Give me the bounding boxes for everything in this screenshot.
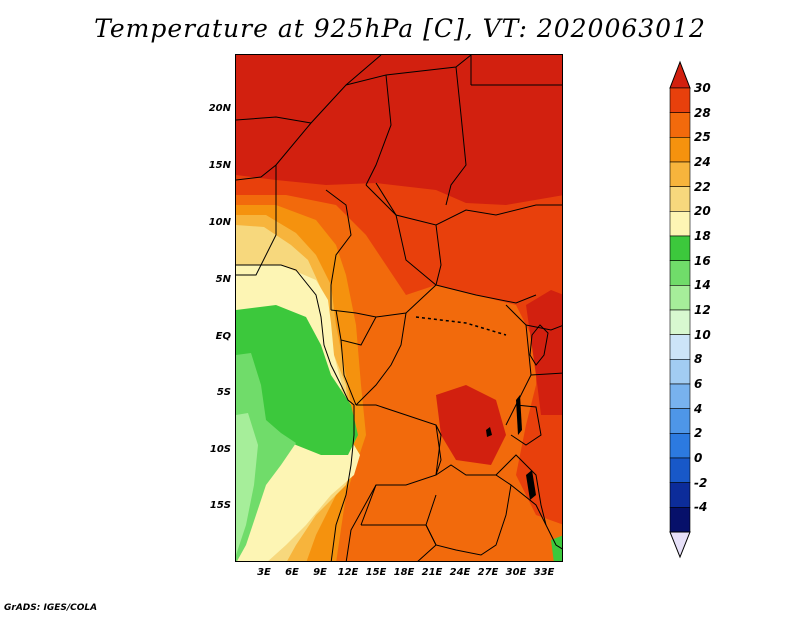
colorbar-segment [669, 137, 691, 163]
field-16-east [551, 535, 562, 561]
lat-label-10n: 10N [208, 217, 231, 228]
lon-label-18e: 18E [393, 567, 415, 578]
field-16 [236, 305, 358, 455]
credit-text: GrADS: IGES/COLA [4, 603, 98, 613]
lat-label-eq: EQ [215, 331, 231, 342]
colorbar-segment [669, 383, 691, 409]
coastline [236, 264, 355, 561]
lon-label-24e: 24E [449, 567, 471, 578]
lon-label-27e: 27E [477, 567, 499, 578]
colorbar-segment [669, 334, 691, 360]
lat-label-5n: 5N [215, 274, 231, 285]
colorbar-label: 12 [694, 303, 711, 317]
lon-label-21e: 21E [421, 567, 443, 578]
colorbar-segment [669, 408, 691, 434]
colorbar-segment [669, 112, 691, 138]
colorbar-label: 16 [694, 253, 711, 268]
colorbar-label: 20 [694, 204, 711, 219]
colorbar-segment [669, 309, 691, 335]
colorbar-label: -4 [694, 500, 708, 515]
lat-label-5s: 5S [216, 387, 231, 398]
colorbar-label: -2 [694, 475, 708, 490]
chart-title: Temperature at 925hPa [C], VT: 202006301… [94, 14, 706, 43]
colorbar-segment [669, 482, 691, 508]
colorbar-label: 18 [694, 229, 711, 243]
colorbar-segment [669, 433, 691, 459]
colorbar-segment [669, 235, 691, 261]
colorbar-top-triangle [669, 60, 691, 89]
colorbar-segment [669, 87, 691, 113]
colorbar-label: 14 [694, 278, 711, 293]
colorbar-bottom-triangle [669, 531, 691, 559]
lon-label-9e: 9E [313, 567, 327, 578]
colorbar [669, 60, 691, 559]
lat-label-15n: 15N [208, 160, 231, 171]
colorbar-label: 0 [694, 451, 703, 465]
colorbar-segment [669, 359, 691, 385]
colorbar-label: 25 [694, 130, 711, 145]
colorbar-segment [669, 285, 691, 311]
colorbar-segment [669, 457, 691, 483]
colorbar-segment [669, 507, 691, 533]
lon-label-33e: 33E [533, 567, 555, 578]
lakes [486, 324, 549, 500]
lon-label-12e: 12E [337, 567, 359, 578]
lon-label-15e: 15E [365, 567, 387, 578]
field-12 [236, 413, 258, 555]
colorbar-label: 30 [694, 81, 711, 95]
field-30-core [436, 385, 506, 465]
colorbar-label: 8 [694, 352, 703, 367]
colorbar-label: 6 [694, 377, 703, 391]
colorbar-segment [669, 211, 691, 237]
lat-label-10s: 10S [209, 444, 231, 455]
colorbar-label: 4 [694, 401, 703, 416]
colorbar-label: 22 [694, 179, 711, 194]
lon-label-6e: 6E [285, 567, 299, 578]
lon-label-3e: 3E [257, 567, 271, 578]
lat-label-15s: 15S [209, 500, 231, 511]
field-14 [236, 353, 296, 561]
temperature-map [235, 54, 563, 562]
colorbar-label: 2 [694, 426, 703, 441]
colorbar-label: 28 [694, 105, 711, 120]
lat-label-20n: 20N [208, 103, 231, 114]
country-borders [236, 55, 562, 561]
colorbar-label: 10 [694, 327, 711, 342]
colorbar-segment [669, 186, 691, 212]
colorbar-segments [669, 87, 691, 533]
lon-label-30e: 30E [505, 567, 527, 578]
colorbar-segment [669, 161, 691, 187]
colorbar-label: 24 [694, 155, 711, 169]
colorbar-segment [669, 260, 691, 286]
